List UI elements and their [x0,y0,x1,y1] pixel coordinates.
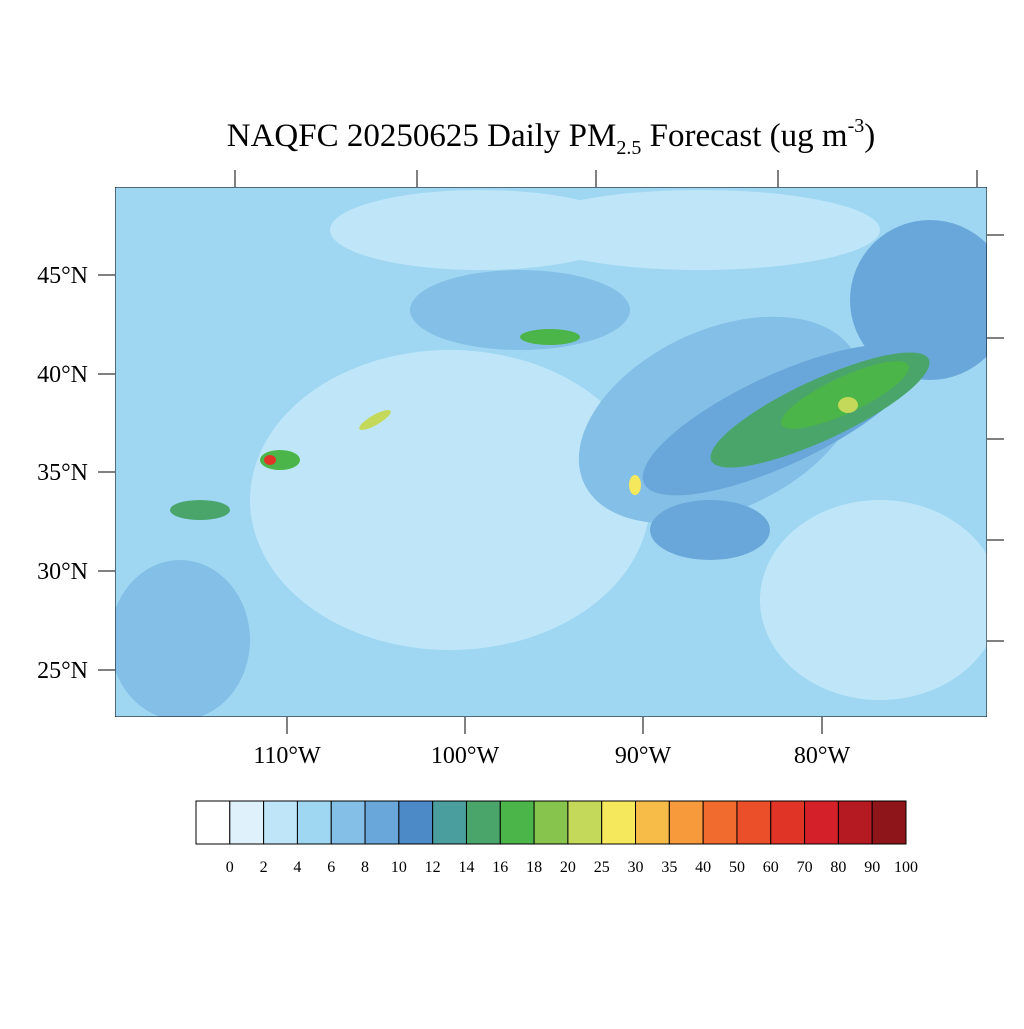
colorbar-box [702,800,738,845]
colorbar-label: 70 [797,859,813,876]
title-sup: -3 [848,115,865,137]
colorbar-box [330,800,366,845]
colorbar-box [432,800,467,845]
lat-label: 30°N [37,559,88,585]
colorbar-box [736,800,772,845]
lat-label: 45°N [37,263,88,289]
lon-label: 80°W [794,743,851,769]
title-sub: 2.5 [616,137,641,159]
colorbar: 0 2 4 6 8 10 12 14 16 18 20 25 30 35 40 50 60 70 80 90 100 [195,800,918,876]
colorbar-label: 18 [526,859,542,876]
colorbar-label: 35 [661,859,677,876]
colorbar-box [668,800,704,845]
colorbar-label: 10 [391,859,407,876]
colorbar-box [398,800,434,845]
colorbar-label: 25 [594,859,610,876]
colorbar-label: 4 [293,859,301,876]
colorbar-box [871,800,907,845]
lon-label: 100°W [431,743,500,769]
lon-label: 90°W [615,743,672,769]
colorbar-box [465,800,501,845]
frame-ticks [98,170,1004,734]
colorbar-label: 40 [695,859,711,876]
colorbar-label: 50 [729,859,745,876]
colorbar-box [263,800,298,845]
colorbar-label: 14 [458,859,474,876]
colorbar-box [364,800,400,845]
colorbar-label: 12 [425,859,441,876]
colorbar-label: 80 [830,859,846,876]
colorbar-box [601,800,637,845]
colorbar-label: 90 [864,859,880,876]
colorbar-label: 8 [361,859,369,876]
colorbar-box [229,800,265,845]
colorbar-label: 16 [492,859,508,876]
colorbar-box [533,800,569,845]
colorbar-label: 100 [894,859,918,876]
colorbar-label: 6 [327,859,335,876]
colorbar-label: 30 [628,859,644,876]
colorbar-label: 60 [763,859,779,876]
lat-label: 40°N [37,362,88,388]
title-end: ) [864,118,875,154]
colorbar-box [567,800,603,845]
map-field [115,187,987,717]
axis-labels: 45°N 40°N 35°N 30°N 25°N 110°W 100°W 90°W 80°W [37,263,850,769]
colorbar-box [837,800,873,845]
lon-label: 110°W [253,743,321,769]
lat-label: 35°N [37,460,88,486]
title-main: NAQFC 20250625 Daily PM [227,118,617,154]
colorbar-box [804,800,839,845]
colorbar-label: 2 [260,859,268,876]
colorbar-box [635,800,670,845]
colorbar-box [195,800,231,845]
title-middle: Forecast (ug m [641,118,848,154]
colorbar-label: 0 [226,859,234,876]
colorbar-label: 20 [560,859,576,876]
colorbar-box [499,800,535,845]
lat-label: 25°N [37,658,88,684]
title: NAQFC 20250625 Daily PM2.5 Forecast (ug … [227,115,876,159]
colorbar-box [770,800,806,845]
colorbar-box [296,800,332,845]
